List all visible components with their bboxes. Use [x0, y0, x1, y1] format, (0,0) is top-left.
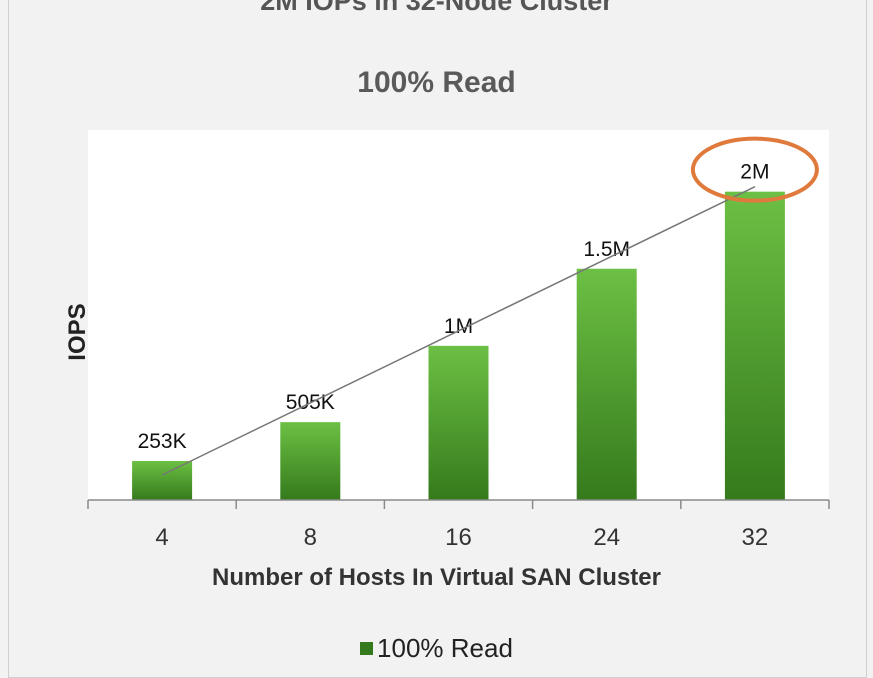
x-tick-label: 16	[445, 524, 472, 551]
data-label-24: 1.5M	[583, 238, 630, 261]
bar-24	[576, 268, 637, 500]
x-tick-label: 4	[155, 524, 168, 551]
trend-line	[161, 185, 756, 476]
legend-label: 100% Read	[377, 633, 513, 663]
chart-title: 2M IOPs in 32-Node Cluster	[260, 0, 613, 16]
highlight-circle	[690, 136, 819, 203]
legend-swatch	[360, 642, 374, 655]
x-tick-label: 8	[304, 524, 317, 551]
bar-32	[724, 191, 785, 500]
bar-16	[428, 345, 489, 500]
chart-subtitle: 100% Read	[357, 66, 516, 99]
y-axis-label: IOPS	[64, 303, 91, 361]
legend: 100% Read	[0, 633, 873, 664]
x-tick-label: 24	[593, 524, 620, 551]
data-label-16: 1M	[444, 315, 473, 338]
data-label-4: 253K	[138, 430, 187, 453]
x-axis-label: Number of Hosts In Virtual SAN Cluster	[212, 564, 661, 591]
bar-4	[132, 460, 193, 500]
bar-8	[280, 422, 341, 500]
data-label-32: 2M	[740, 161, 769, 184]
x-tick-label: 32	[742, 524, 769, 551]
